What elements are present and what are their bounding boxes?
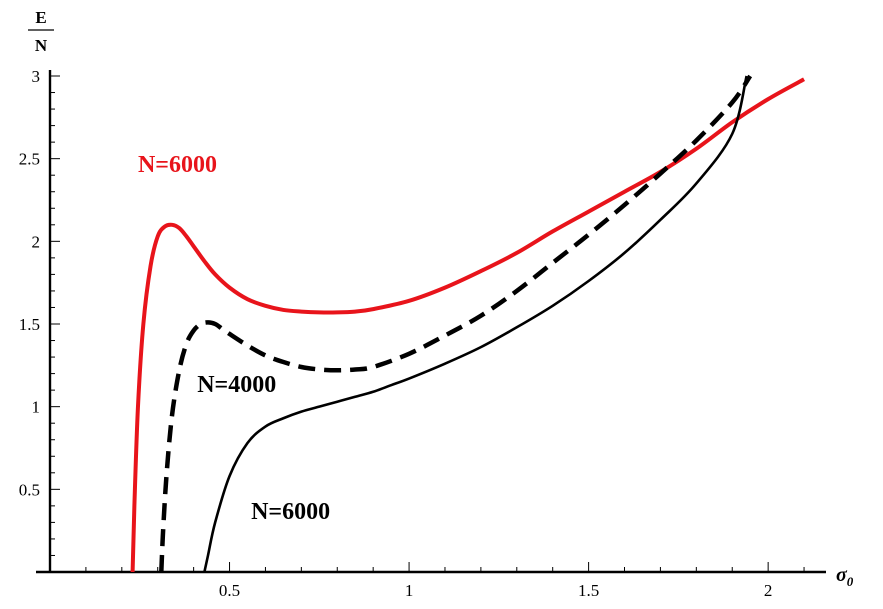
x-tick-label: 1.5 (578, 581, 599, 600)
y-tick-label: 1 (32, 398, 41, 417)
x-tick-label: 0.5 (219, 581, 240, 600)
x-axis-label-subscript: 0 (847, 574, 854, 589)
axes: 0.5 1 1.5 2 0.5 1 1.5 2 2.5 3 (19, 67, 826, 600)
x-axis-label-symbol: σ (836, 564, 848, 586)
y-axis-label-denominator: N (35, 36, 48, 55)
x-tick-label: 2 (764, 581, 773, 600)
x-axis-label: σ0 (836, 564, 854, 589)
series-annotation: N=6000 (138, 152, 217, 178)
y-tick-label: 2 (32, 232, 41, 251)
series-annotation: N=6000 (251, 499, 330, 525)
series-line-2 (159, 74, 753, 573)
y-tick-label: 2.5 (19, 150, 40, 169)
series-annotation: N=4000 (197, 372, 276, 398)
y-tick-label: 1.5 (19, 315, 40, 334)
series-line-1 (130, 77, 806, 573)
y-axis-label-numerator: E (35, 8, 46, 27)
y-tick-label: 0.5 (19, 480, 40, 499)
y-tick-label: 3 (32, 67, 41, 86)
series-layer (130, 74, 806, 573)
annotation-layer: N=6000 N=4000 N=6000 (138, 152, 330, 525)
x-tick-label: 1 (405, 581, 414, 600)
series-line-3 (203, 75, 748, 573)
